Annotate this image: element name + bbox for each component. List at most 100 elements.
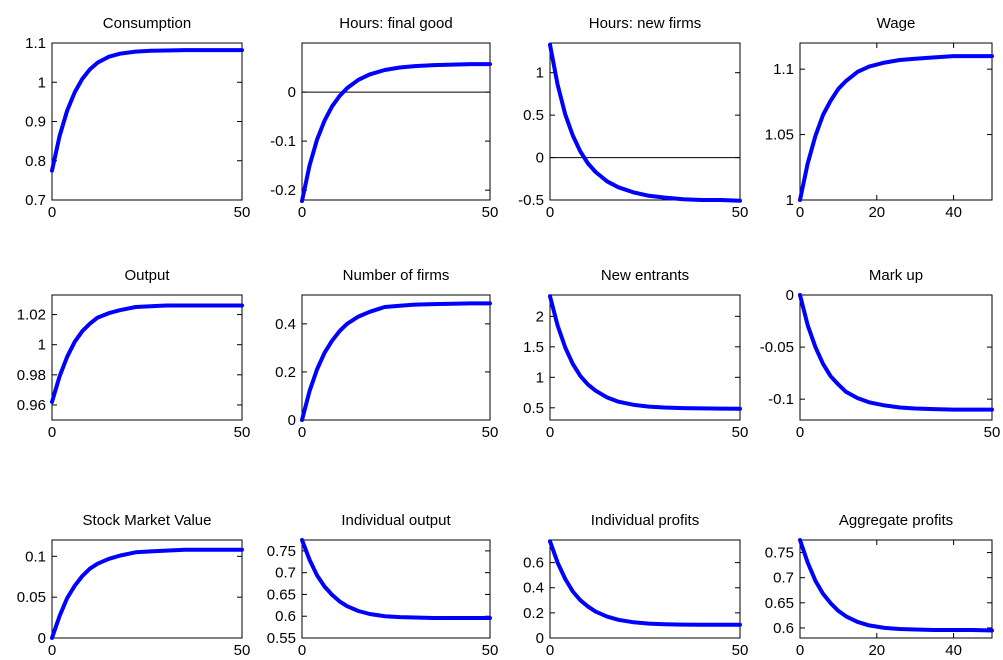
y-tick-label: 0.8 (25, 153, 46, 170)
y-tick-label: 0.65 (267, 586, 296, 603)
x-tick-label: 20 (868, 642, 885, 659)
x-tick-label: 0 (796, 642, 804, 659)
axes-frame (549, 294, 741, 421)
panel-title: Hours: final good (339, 15, 452, 32)
panel-7: Mark up -0.1 -0.05 0 0 50 (760, 267, 1001, 441)
y-tick-label: -0.2 (270, 182, 296, 199)
panel-2: Hours: new firms-0.500.510 50 (518, 15, 748, 221)
x-tick-label: 0 (298, 424, 306, 441)
series-line (50, 48, 244, 173)
series-line (548, 294, 742, 411)
series-line (50, 303, 244, 404)
axes-frame (549, 42, 741, 201)
y-tick-label: 0.9 (25, 114, 46, 131)
panel-title: Wage (877, 15, 916, 32)
series-line (548, 42, 742, 203)
panel-0: Consumption 0.7 0.8 0.9 1 1.1 0 50 (25, 15, 250, 221)
y-tick-label: 2 (536, 308, 544, 325)
panel-3: Wage 1 1.05 1.1 0 20 40 (765, 15, 994, 221)
y-tick-label: -0.5 (518, 192, 544, 209)
series-line (548, 539, 742, 627)
y-tick-label: 1 (536, 369, 544, 386)
y-tick-label: 1 (536, 65, 544, 82)
x-tick-label: 0 (796, 424, 804, 441)
axes-frame (301, 539, 491, 639)
axes-frame (799, 42, 993, 201)
y-tick-label: 0.7 (275, 565, 296, 582)
x-tick-label: 0 (48, 642, 56, 659)
axes-frame (51, 294, 243, 421)
y-tick-label: 1 (786, 192, 794, 209)
y-tick-label: -0.05 (760, 339, 794, 356)
x-tick-label: 50 (732, 424, 749, 441)
panel-title: Output (124, 267, 170, 284)
series-line (300, 538, 492, 620)
y-tick-label: 1.1 (773, 61, 794, 78)
y-tick-label: 0 (38, 630, 46, 647)
y-tick-label: 0.96 (17, 397, 46, 414)
panel-6: New entrants 0.5 1 1.5 2 0 50 (523, 267, 748, 441)
y-tick-label: 1.5 (523, 339, 544, 356)
y-tick-label: 0.75 (765, 545, 794, 562)
axes-frame (799, 294, 993, 421)
panel-title: Consumption (103, 15, 191, 32)
x-tick-label: 50 (234, 204, 251, 221)
series-line (50, 547, 244, 640)
y-tick-label: 0.4 (275, 316, 296, 333)
x-tick-label: 50 (234, 642, 251, 659)
axes-frame (51, 42, 243, 201)
y-tick-label: 1 (38, 337, 46, 354)
x-tick-label: 40 (945, 204, 962, 221)
series-line (798, 538, 994, 633)
panel-4: Output 0.96 0.98 1 1.02 0 50 (17, 267, 251, 441)
y-tick-label: 0.1 (25, 548, 46, 565)
x-tick-label: 0 (796, 204, 804, 221)
x-tick-label: 50 (482, 642, 499, 659)
x-tick-label: 50 (732, 204, 749, 221)
axes-frame (301, 294, 491, 421)
y-tick-label: 0.5 (523, 107, 544, 124)
y-tick-label: 1.1 (25, 35, 46, 52)
panel-9: Individual output 0.55 0.6 0.65 0.7 0.75 0 50 (267, 512, 499, 659)
y-tick-label: 0.5 (523, 400, 544, 417)
series-line (798, 293, 994, 412)
series-line (300, 301, 492, 422)
x-tick-label: 0 (546, 424, 554, 441)
panel-5: Number of firms 0 0.2 0.4 0 50 (275, 267, 498, 441)
x-tick-label: 40 (945, 642, 962, 659)
y-tick-label: 0.7 (25, 192, 46, 209)
y-tick-label: 0.7 (773, 570, 794, 587)
panel-title: Individual output (341, 512, 451, 529)
panel-11: Aggregate profits 0.6 0.65 0.7 0.75 0 20 40 (765, 512, 994, 659)
y-tick-label: 1.02 (17, 307, 46, 324)
y-tick-label: -0.1 (270, 133, 296, 150)
x-tick-label: 50 (732, 642, 749, 659)
y-tick-label: 0.55 (267, 630, 296, 647)
panel-title: Aggregate profits (839, 512, 953, 529)
y-tick-label: 0.6 (523, 555, 544, 572)
x-tick-label: 50 (482, 204, 499, 221)
y-tick-label: 0 (288, 84, 296, 101)
y-tick-label: 0.2 (523, 605, 544, 622)
axes-frame (799, 539, 993, 639)
y-tick-label: 0 (536, 150, 544, 167)
panel-10: Individual profits 0 0.2 0.4 0.6 0 50 (523, 512, 748, 659)
y-tick-label: 0.05 (17, 589, 46, 606)
x-tick-label: 20 (868, 204, 885, 221)
y-tick-label: 0.2 (275, 364, 296, 381)
y-tick-label: 0 (786, 287, 794, 304)
series-line (300, 62, 492, 203)
y-tick-label: -0.1 (768, 391, 794, 408)
y-tick-label: 1 (38, 74, 46, 91)
panel-title: New entrants (601, 267, 689, 284)
panel-title: Individual profits (591, 512, 699, 529)
x-tick-label: 50 (984, 424, 1001, 441)
x-tick-label: 0 (546, 642, 554, 659)
series-line (798, 54, 994, 202)
panel-title: Stock Market Value (83, 512, 212, 529)
axes-frame (51, 539, 243, 639)
y-tick-label: 0.6 (773, 620, 794, 637)
y-tick-label: 0 (536, 630, 544, 647)
y-tick-label: 0.65 (765, 595, 794, 612)
y-tick-label: 0.75 (267, 543, 296, 560)
